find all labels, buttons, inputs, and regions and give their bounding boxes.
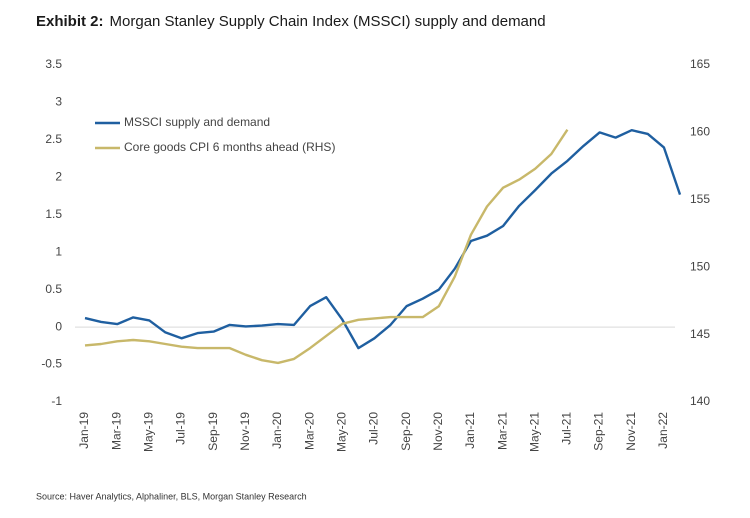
legend-label: Core goods CPI 6 months ahead (RHS) xyxy=(124,140,335,154)
y-tick-label: -1 xyxy=(51,394,62,408)
x-tick-label: Nov-20 xyxy=(431,412,445,451)
x-tick-label: May-20 xyxy=(334,412,348,452)
x-tick-label: Sep-21 xyxy=(592,412,606,451)
chart-title: Exhibit 2: Morgan Stanley Supply Chain In… xyxy=(36,13,546,30)
y-tick-label: 2 xyxy=(55,170,62,184)
x-tick-label: Jan-19 xyxy=(77,412,91,449)
x-tick-label: Jul-21 xyxy=(560,412,574,445)
x-tick-label: Nov-19 xyxy=(238,412,252,451)
y2-tick-label: 160 xyxy=(690,125,710,139)
y-tick-label: 2.5 xyxy=(45,132,62,146)
title-text: Morgan Stanley Supply Chain Index (MSSCI… xyxy=(110,13,546,30)
y-tick-label: 1.5 xyxy=(45,207,62,221)
series-line xyxy=(84,129,682,350)
y2-tick-label: 155 xyxy=(690,192,710,206)
y-tick-label: 0 xyxy=(55,319,62,333)
y-tick-label: 3 xyxy=(55,95,62,109)
x-tick-label: Sep-19 xyxy=(206,412,220,451)
y-tick-label: -0.5 xyxy=(41,357,62,371)
y-tick-label: 1 xyxy=(55,244,62,258)
y-tick-label: 3.5 xyxy=(45,57,62,71)
x-tick-label: May-21 xyxy=(527,412,541,452)
x-tick-label: Jan-20 xyxy=(270,412,284,449)
y2-tick-label: 150 xyxy=(690,259,710,273)
x-tick-label: Mar-21 xyxy=(495,412,509,450)
title-label: Exhibit 2: xyxy=(36,13,104,30)
x-tick-label: Mar-20 xyxy=(302,412,316,450)
x-tick-label: Jan-21 xyxy=(463,412,477,449)
x-tick-label: Sep-20 xyxy=(399,412,413,451)
series-line xyxy=(84,129,569,365)
x-tick-label: Mar-19 xyxy=(109,412,123,450)
x-tick-label: Jul-20 xyxy=(367,412,381,445)
x-tick-label: May-19 xyxy=(141,412,155,452)
x-tick-label: Jul-19 xyxy=(174,412,188,445)
y2-tick-label: 140 xyxy=(690,394,710,408)
y2-tick-label: 165 xyxy=(690,57,710,71)
x-tick-label: Jan-22 xyxy=(656,412,670,449)
y2-tick-label: 145 xyxy=(690,327,710,341)
legend-label: MSSCI supply and demand xyxy=(124,115,270,129)
x-tick-label: Nov-21 xyxy=(624,412,638,451)
source: Source: Haver Analytics, Alphaliner, BLS… xyxy=(36,491,307,501)
y-tick-label: 0.5 xyxy=(45,282,62,296)
